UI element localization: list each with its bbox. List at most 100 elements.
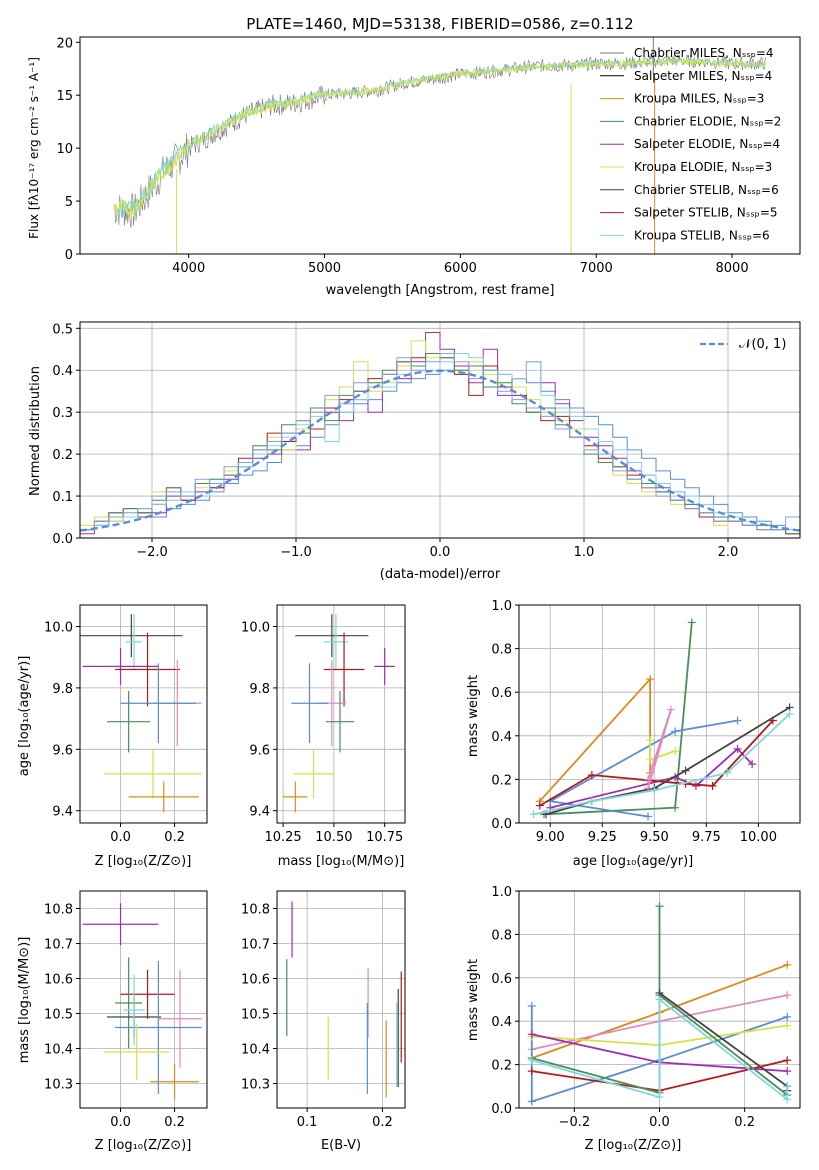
y-tick-label: 10.8 xyxy=(241,903,270,918)
legend-label: Chabrier STELIB, Nₛₛₚ=6 xyxy=(634,183,779,197)
x-tick-label: 0.2 xyxy=(372,1115,393,1130)
age-vs-z-plot: 0.0 0.2 9.4 9.6 9.8 10.0 xyxy=(44,604,208,845)
x-tick-label: 0.1 xyxy=(297,1115,318,1130)
spectrum-ylabel: Flux [fλ10⁻¹⁷ erg cm⁻² s⁻¹ A⁻¹] xyxy=(27,57,41,239)
x-tick-label: 0.0 xyxy=(110,1115,131,1130)
x-tick-label: 0.2 xyxy=(164,1115,185,1130)
plot-area xyxy=(529,618,794,821)
y-tick-label: 10.6 xyxy=(44,973,73,988)
spectrum-series-line xyxy=(113,56,767,217)
mass-vs-z-ylabel: mass [log₁₀(M/M⊙)] xyxy=(17,937,32,1064)
spectrum-plot: 4000 5000 6000 7000 8000 0 5 10 15 20 xyxy=(56,36,801,276)
weight-vs-age-ylabel: mass weight xyxy=(466,675,481,757)
y-tick-label: 0.0 xyxy=(491,1102,512,1117)
weight-series-line xyxy=(531,997,789,1102)
x-tick-label: 5000 xyxy=(308,261,341,276)
x-tick-label: 10.50 xyxy=(315,830,352,845)
plot-area xyxy=(80,614,202,813)
plot-area xyxy=(80,332,800,538)
axes-frame xyxy=(276,604,406,824)
y-tick-label: 10.5 xyxy=(44,1008,73,1023)
x-tick-label: 1.0 xyxy=(574,545,595,560)
y-tick-label: 1.0 xyxy=(491,885,512,900)
plot-area xyxy=(82,903,202,1100)
weight-vs-z-ylabel: mass weight xyxy=(466,959,481,1041)
y-tick-label: 0.4 xyxy=(491,730,512,745)
y-tick-label: 0.4 xyxy=(52,364,73,379)
weight-vs-z-plot: −0.2 0.0 0.2 0.0 0.2 0.4 0.6 0.8 1.0 xyxy=(491,885,801,1130)
axes-frame xyxy=(276,890,406,1109)
y-tick-label: 0.3 xyxy=(52,406,73,421)
y-tick-label: 0.4 xyxy=(491,1015,512,1030)
y-tick-label: 9.8 xyxy=(249,682,270,697)
axes-frame xyxy=(79,36,801,255)
y-tick-label: 9.4 xyxy=(52,805,73,820)
weight-series-line xyxy=(647,709,672,789)
spectrum-title: PLATE=1460, MJD=53138, FIBERID=0586, z=0… xyxy=(246,15,633,33)
x-tick-label: 0.2 xyxy=(164,830,185,845)
plot-area xyxy=(527,902,792,1106)
y-tick-label: 0 xyxy=(65,248,73,263)
spectrum-xlabel: wavelength [Angstrom, rest frame] xyxy=(326,283,555,298)
y-tick-label: 10.4 xyxy=(241,1043,270,1058)
y-tick-label: 10.6 xyxy=(241,973,270,988)
y-tick-label: 10.5 xyxy=(241,1008,270,1023)
y-tick-label: 10.0 xyxy=(44,620,73,635)
spectrum-series-line xyxy=(113,54,767,228)
y-tick-label: 0.2 xyxy=(491,773,512,788)
mass-vs-ebv-plot: 0.1 0.2 10.3 10.4 10.5 10.6 10.7 10.8 xyxy=(241,890,406,1130)
x-tick-label: 9.00 xyxy=(536,830,565,845)
y-tick-label: 1.0 xyxy=(491,599,512,614)
residual-panel: −2.0 −1.0 0.0 1.0 2.0 0.0 0.1 0.2 0.3 0.4 0.5 (dat… xyxy=(28,321,801,582)
x-tick-label: 10.00 xyxy=(740,830,777,845)
y-tick-label: 20 xyxy=(56,36,73,51)
residual-legend: 𝒩(0, 1) xyxy=(700,337,786,352)
spectrum-legend: Chabrier MILES, Nₛₛₚ=4 Salpeter MILES, Nₛ… xyxy=(600,46,781,242)
axes-frame xyxy=(518,604,801,824)
legend-label: Kroupa ELODIE, Nₛₛₚ=3 xyxy=(634,160,772,174)
y-tick-label: 15 xyxy=(56,89,73,104)
x-tick-label: 6000 xyxy=(444,261,477,276)
gaussian-legend-label: 𝒩(0, 1) xyxy=(739,337,786,352)
x-tick-label: 4000 xyxy=(172,261,205,276)
histogram-series xyxy=(80,365,800,538)
age-vs-mass-plot: 10.25 10.50 10.75 9.4 9.6 9.8 10.0 xyxy=(241,604,406,845)
y-tick-label: 0.8 xyxy=(491,928,512,943)
y-tick-label: 5 xyxy=(65,195,73,210)
y-tick-label: 0.2 xyxy=(491,1059,512,1074)
mass-vs-ebv-xlabel: E(B-V) xyxy=(321,1138,361,1153)
y-tick-label: 10.7 xyxy=(241,938,270,953)
weight-vs-age-plot: 9.00 9.25 9.50 9.75 10.00 0.0 0.2 0.4 0.6 0.8 1.0 xyxy=(491,599,801,845)
y-tick-label: 0.2 xyxy=(52,448,73,463)
x-tick-label: 9.25 xyxy=(588,830,617,845)
legend-label: Kroupa MILES, Nₛₛₚ=3 xyxy=(634,92,764,106)
legend-label: Salpeter MILES, Nₛₛₚ=4 xyxy=(634,69,772,83)
age-vs-z-ylabel: age [log₁₀(age/yr)] xyxy=(17,656,32,777)
y-tick-label: 9.4 xyxy=(249,805,270,820)
axes-frame xyxy=(79,890,208,1109)
y-tick-label: 10.3 xyxy=(44,1078,73,1093)
residual-xlabel: (data-model)/error xyxy=(380,567,501,582)
legend-label: Salpeter STELIB, Nₛₛₚ=5 xyxy=(634,206,778,220)
weight-vs-z-xlabel: Z [log₁₀(Z/Z⊙)] xyxy=(585,1138,682,1153)
y-tick-label: 10.0 xyxy=(241,620,270,635)
x-tick-label: 9.50 xyxy=(640,830,669,845)
gaussian-curve xyxy=(80,369,800,532)
y-tick-label: 10 xyxy=(56,142,73,157)
x-tick-label: 7000 xyxy=(580,261,613,276)
legend-label: Chabrier ELODIE, Nₛₛₚ=2 xyxy=(634,114,781,128)
weight-series-line xyxy=(543,622,693,816)
legend-label: Salpeter ELODIE, Nₛₛₚ=4 xyxy=(634,137,780,151)
x-tick-label: −2.0 xyxy=(136,545,168,560)
weight-series-line xyxy=(545,706,791,816)
x-tick-label: 8000 xyxy=(716,261,749,276)
y-tick-label: 0.8 xyxy=(491,643,512,658)
y-tick-label: 0.6 xyxy=(491,686,512,701)
spectrum-panel: PLATE=1460, MJD=53138, FIBERID=0586, z=0… xyxy=(27,15,801,298)
weight-series-line xyxy=(539,676,651,802)
y-tick-label: 10.4 xyxy=(44,1043,73,1058)
mass-vs-z-plot: 0.0 0.2 10.3 10.4 10.5 10.6 10.7 10.8 xyxy=(44,890,208,1130)
y-tick-label: 0.0 xyxy=(52,532,73,547)
y-tick-label: 0.0 xyxy=(491,817,512,832)
